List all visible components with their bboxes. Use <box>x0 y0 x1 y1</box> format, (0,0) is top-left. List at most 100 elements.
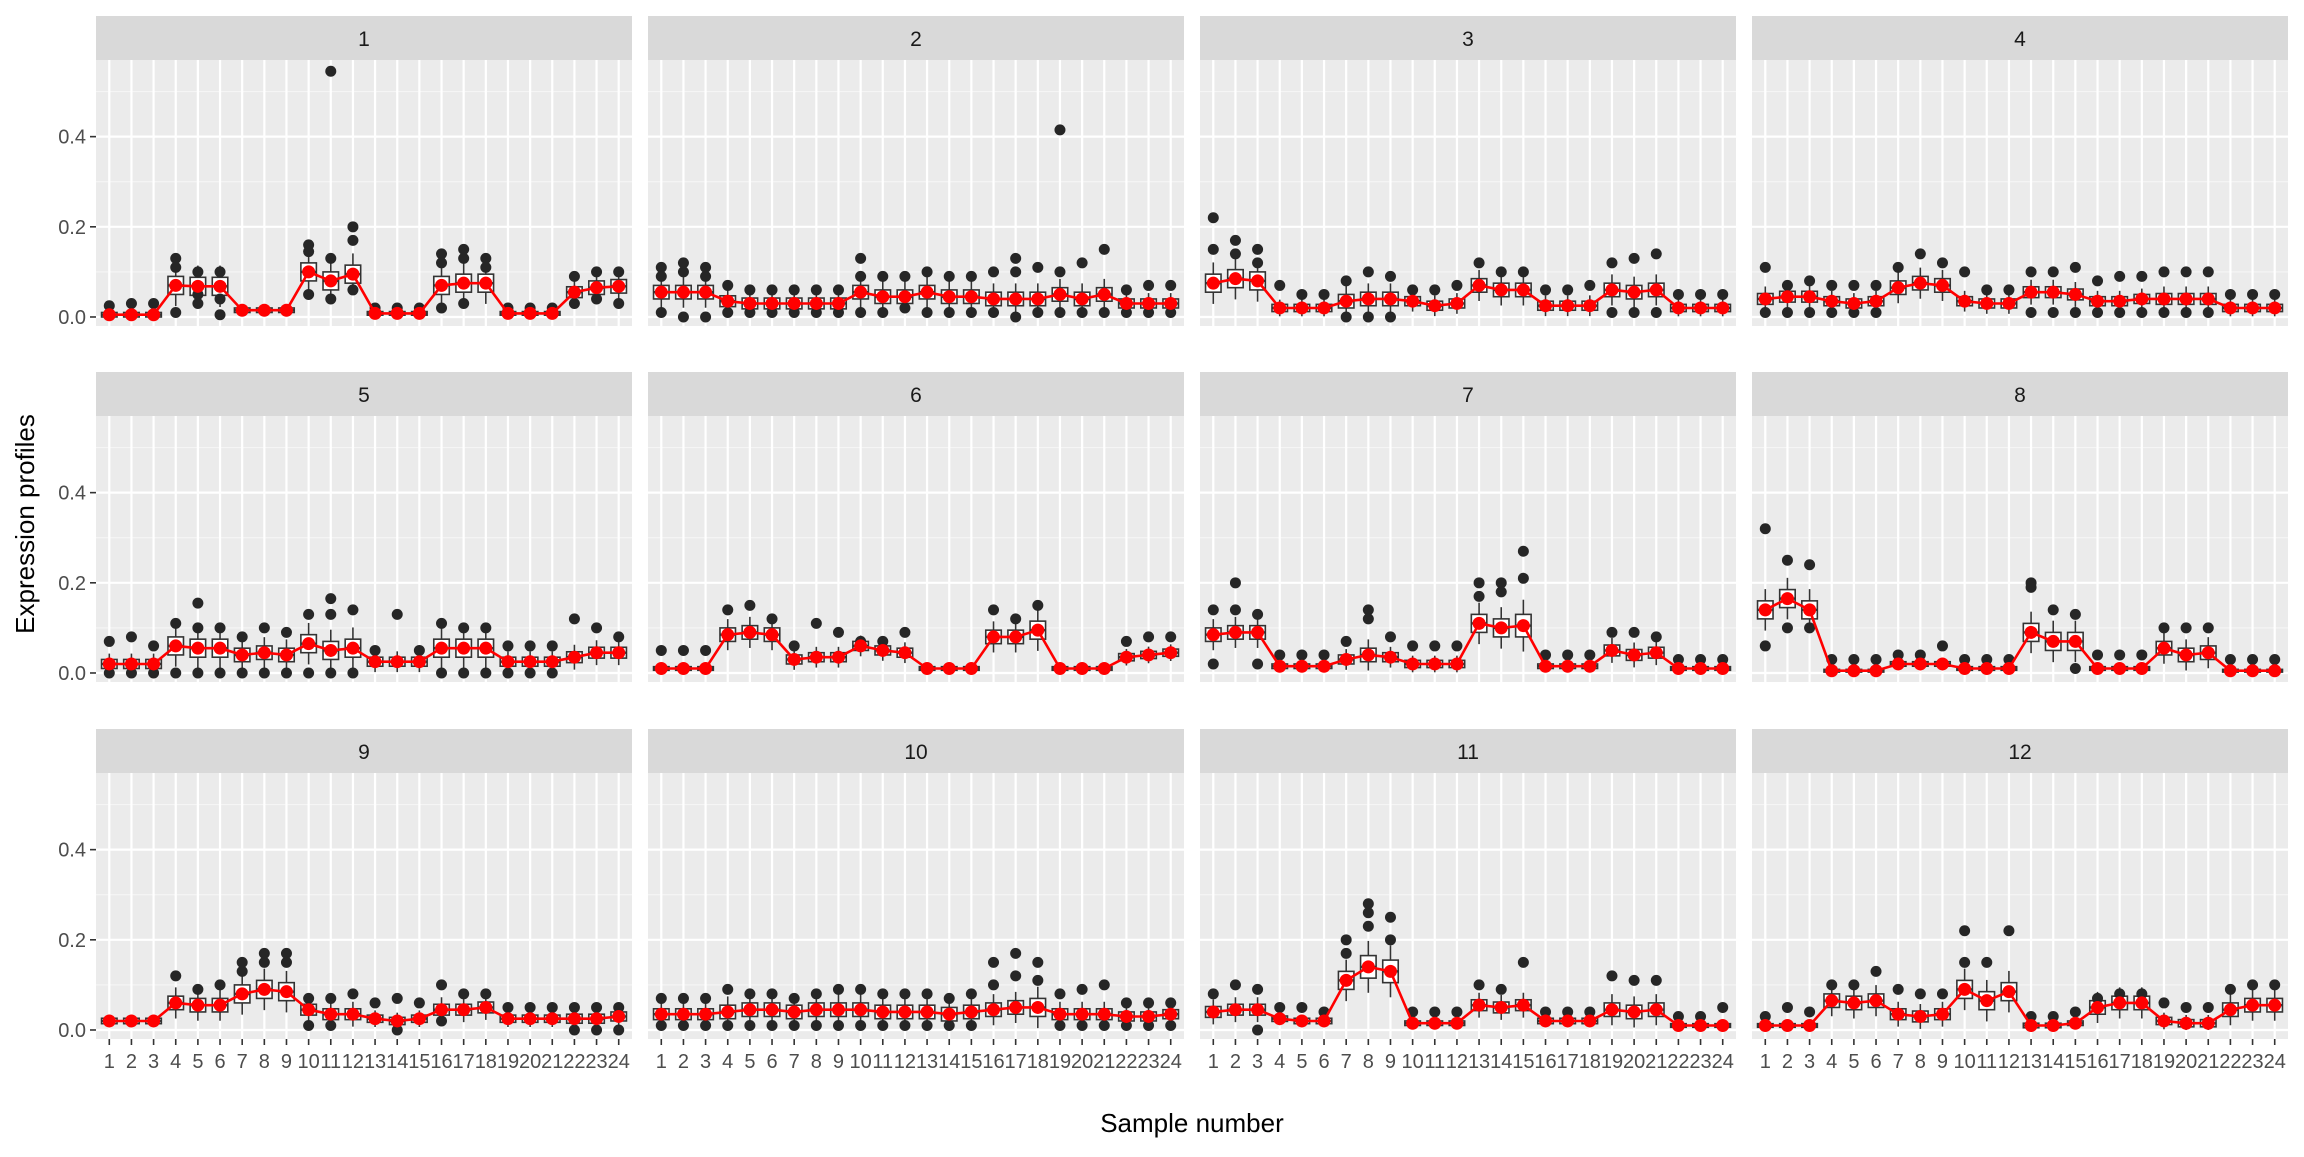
outlier-point <box>170 306 182 318</box>
mean-point <box>654 661 668 675</box>
mean-point <box>898 1005 912 1019</box>
outlier-point <box>1495 983 1507 995</box>
outlier-point <box>1848 653 1860 665</box>
mean-point <box>1119 296 1133 310</box>
x-tick-label: 9 <box>833 1051 844 1073</box>
mean-point <box>147 657 161 671</box>
outlier-point <box>1340 934 1352 946</box>
outlier-point <box>899 302 911 314</box>
outlier-point <box>347 667 359 679</box>
x-tick-label: 7 <box>237 1051 248 1073</box>
mean-point <box>435 1003 449 1017</box>
mean-point <box>1450 657 1464 671</box>
mean-point <box>964 290 978 304</box>
outlier-point <box>766 284 778 296</box>
outlier-point <box>855 983 867 995</box>
mean-point <box>1361 292 1375 306</box>
mean-point <box>213 998 227 1012</box>
outlier-point <box>1252 608 1264 620</box>
mean-point <box>2113 661 2127 675</box>
x-tick-label: 6 <box>1870 1051 1881 1073</box>
outlier-point <box>921 988 933 1000</box>
outlier-point <box>1362 266 1374 278</box>
outlier-point <box>1296 649 1308 661</box>
outlier-point <box>1936 988 1948 1000</box>
panel-background <box>648 416 1184 682</box>
outlier-point <box>1362 920 1374 932</box>
outlier-point <box>1032 306 1044 318</box>
outlier-point <box>214 266 226 278</box>
mean-point <box>1273 301 1287 315</box>
mean-point <box>2223 301 2237 315</box>
mean-point <box>787 1005 801 1019</box>
mean-point <box>612 646 626 660</box>
outlier-point <box>1562 649 1574 661</box>
mean-point <box>1206 1005 1220 1019</box>
mean-point <box>920 285 934 299</box>
mean-point <box>479 276 493 290</box>
outlier-point <box>192 266 204 278</box>
mean-point <box>324 643 338 657</box>
outlier-point <box>325 608 337 620</box>
mean-point <box>2223 664 2237 678</box>
outlier-point <box>2269 288 2281 300</box>
outlier-point <box>2069 1006 2081 1018</box>
outlier-point <box>1562 284 1574 296</box>
facet-panel-1: 1 0.0 0.2 0.4 <box>58 16 632 329</box>
x-tick-label: 13 <box>916 1051 938 1073</box>
outlier-point <box>436 1015 448 1027</box>
outlier-point <box>899 270 911 282</box>
mean-point <box>2268 301 2282 315</box>
mean-point <box>964 1005 978 1019</box>
outlier-point <box>700 270 712 282</box>
mean-point <box>501 655 515 669</box>
outlier-point <box>148 640 160 652</box>
outlier-point <box>2069 662 2081 674</box>
mean-point <box>831 650 845 664</box>
mean-point <box>1119 650 1133 664</box>
x-tick-label: 15 <box>408 1051 430 1073</box>
outlier-point <box>458 243 470 255</box>
outlier-point <box>722 1019 734 1031</box>
outlier-point <box>1252 257 1264 269</box>
outlier-point <box>810 306 822 318</box>
outlier-point <box>303 1019 315 1031</box>
outlier-point <box>766 613 778 625</box>
outlier-point <box>2136 649 2148 661</box>
outlier-point <box>524 1001 536 1013</box>
x-tick-label: 19 <box>2153 1051 2175 1073</box>
facet-strip-label: 2 <box>910 28 922 51</box>
outlier-point <box>1143 306 1155 318</box>
outlier-point <box>1229 248 1241 260</box>
mean-point <box>169 996 183 1010</box>
outlier-point <box>2180 622 2192 634</box>
outlier-point <box>921 306 933 318</box>
mean-point <box>942 1007 956 1021</box>
facet-panel-3: 3 <box>1200 16 1736 326</box>
outlier-point <box>2202 266 2214 278</box>
mean-point <box>1119 1009 1133 1023</box>
x-tick-label: 2 <box>1782 1051 1793 1073</box>
mean-point <box>2157 641 2171 655</box>
outlier-point <box>1781 279 1793 291</box>
outlier-point <box>1165 1019 1177 1031</box>
outlier-point <box>899 626 911 638</box>
outlier-point <box>677 992 689 1004</box>
mean-point <box>1825 664 1839 678</box>
mean-point <box>435 641 449 655</box>
outlier-point <box>810 284 822 296</box>
outlier-point <box>391 608 403 620</box>
facet-panel-7: 7 <box>1200 372 1736 682</box>
mean-point <box>545 306 559 320</box>
outlier-point <box>2025 306 2037 318</box>
outlier-point <box>591 622 603 634</box>
mean-point <box>523 655 537 669</box>
outlier-point <box>2269 979 2281 991</box>
mean-point <box>124 657 138 671</box>
outlier-point <box>1650 974 1662 986</box>
x-tick-label: 6 <box>766 1051 777 1073</box>
x-tick-label: 8 <box>811 1051 822 1073</box>
mean-point <box>854 639 868 653</box>
facet-strip-label: 3 <box>1462 28 1474 51</box>
outlier-point <box>1318 288 1330 300</box>
